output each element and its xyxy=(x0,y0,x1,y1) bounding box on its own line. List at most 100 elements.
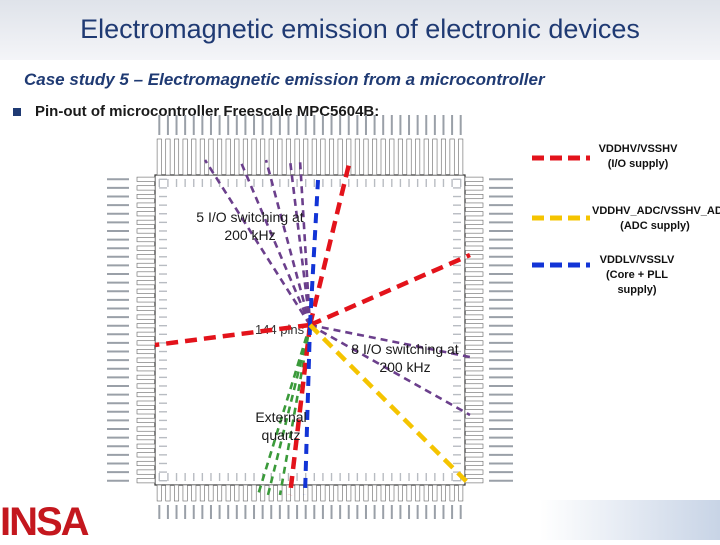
pin xyxy=(464,202,484,208)
pin xyxy=(136,323,156,329)
pin xyxy=(136,194,156,200)
pin xyxy=(156,138,162,176)
pin xyxy=(464,254,484,260)
pin xyxy=(182,484,188,502)
pin xyxy=(449,484,455,502)
io-switching-lines xyxy=(203,159,471,417)
legend-core-supply: VDDLV/VSSLV (Core + PLL supply) xyxy=(599,254,675,296)
pin xyxy=(136,452,156,458)
pin xyxy=(464,374,484,380)
pin xyxy=(136,297,156,303)
pin xyxy=(363,484,369,502)
pin xyxy=(208,138,214,176)
pin xyxy=(406,138,412,176)
pin xyxy=(440,484,446,502)
pin xyxy=(234,138,240,176)
pin xyxy=(136,340,156,346)
pins-right xyxy=(464,176,484,484)
pin xyxy=(311,138,317,176)
pin xyxy=(464,305,484,311)
pin xyxy=(136,237,156,243)
pin xyxy=(294,138,300,176)
pin xyxy=(372,484,378,502)
pin xyxy=(191,138,197,176)
pin xyxy=(294,484,300,502)
legend-io-supply: VDDHV/VSSHV (I/O supply) xyxy=(598,143,678,170)
pin xyxy=(136,460,156,466)
pin xyxy=(136,262,156,268)
pin xyxy=(136,202,156,208)
pin xyxy=(136,409,156,415)
pin xyxy=(136,478,156,484)
pin xyxy=(406,484,412,502)
pin xyxy=(458,138,464,176)
pin xyxy=(174,138,180,176)
pin xyxy=(136,280,156,286)
slide-subtitle: Case study 5 – Electromagnetic emission … xyxy=(24,70,545,89)
pin xyxy=(464,409,484,415)
pin xyxy=(136,176,156,182)
pin xyxy=(458,484,464,502)
pin xyxy=(303,138,309,176)
pin xyxy=(380,138,386,176)
pin xyxy=(320,484,326,502)
pin xyxy=(354,138,360,176)
pin xyxy=(242,484,248,502)
pins-left xyxy=(136,176,156,484)
pin xyxy=(423,138,429,176)
pin xyxy=(464,460,484,466)
pin xyxy=(136,228,156,234)
pin xyxy=(380,484,386,502)
pin xyxy=(136,366,156,372)
pin xyxy=(464,280,484,286)
pin xyxy=(260,484,266,502)
pin xyxy=(464,426,484,432)
pin xyxy=(225,138,231,176)
pin xyxy=(464,228,484,234)
pin xyxy=(136,435,156,441)
pin xyxy=(136,374,156,380)
pin xyxy=(464,400,484,406)
pin xyxy=(311,484,317,502)
pin xyxy=(423,484,429,502)
annotation-quartz: External quartz xyxy=(255,409,307,443)
bullet-square-icon xyxy=(13,108,21,116)
pin xyxy=(174,484,180,502)
pin xyxy=(464,288,484,294)
pins-top xyxy=(156,138,464,176)
pin xyxy=(415,484,421,502)
pins-bottom xyxy=(156,484,464,502)
pin xyxy=(165,138,171,176)
pin xyxy=(464,366,484,372)
insa-logo: INSA xyxy=(0,500,90,544)
pin xyxy=(464,297,484,303)
pin xyxy=(136,288,156,294)
pin xyxy=(464,392,484,398)
pin-label-texture xyxy=(107,115,513,519)
pin xyxy=(251,484,257,502)
pin xyxy=(136,400,156,406)
pin xyxy=(464,435,484,441)
pin xyxy=(464,452,484,458)
pin xyxy=(329,484,335,502)
pin xyxy=(136,392,156,398)
pin xyxy=(136,245,156,251)
pin xyxy=(464,357,484,363)
pin xyxy=(136,305,156,311)
pin xyxy=(136,271,156,277)
pin xyxy=(165,484,171,502)
pin xyxy=(136,443,156,449)
pin xyxy=(389,138,395,176)
pin xyxy=(397,484,403,502)
slide-title: Electromagnetic emission of electronic d… xyxy=(80,14,640,44)
pin xyxy=(346,484,352,502)
pin xyxy=(464,469,484,475)
pin xyxy=(432,484,438,502)
pin xyxy=(217,484,223,502)
legend-adc-supply: VDDHV_ADC/VSSHV_ADC (ADC supply) xyxy=(592,205,720,232)
pin xyxy=(337,138,343,176)
pin xyxy=(136,383,156,389)
pin xyxy=(199,138,205,176)
pin xyxy=(136,314,156,320)
pin xyxy=(329,138,335,176)
